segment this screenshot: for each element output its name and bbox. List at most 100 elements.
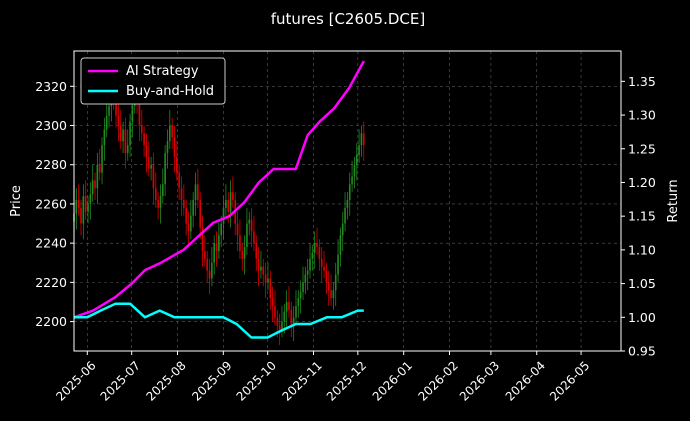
candle-body	[227, 200, 230, 212]
candle-body	[334, 274, 337, 291]
candle-body	[271, 298, 274, 306]
candle-body	[192, 200, 194, 216]
candle-body	[339, 235, 342, 255]
candle-body	[180, 188, 183, 201]
legend: AI Strategy Buy-and-Hold	[80, 57, 226, 105]
legend-label-ai-strategy: AI Strategy	[126, 64, 199, 79]
y-right-tick-label: 1.15	[628, 209, 656, 224]
candle-body	[304, 274, 307, 283]
candle-body	[353, 164, 356, 177]
legend-box	[80, 57, 226, 105]
candle-body	[276, 317, 279, 326]
y-axis-left-label: Price	[9, 185, 24, 217]
candle-body	[108, 105, 110, 116]
series-lines	[73, 60, 365, 339]
candle-body	[77, 200, 80, 208]
candle-body	[176, 156, 178, 173]
candle-body	[129, 121, 131, 146]
candle-body	[98, 164, 101, 173]
candle-body	[274, 305, 276, 318]
candle-body	[168, 125, 171, 142]
candle-body	[241, 251, 244, 259]
candle-body	[208, 270, 211, 279]
candle-body	[330, 290, 332, 299]
candle-body	[332, 290, 335, 299]
candle-body	[288, 301, 290, 310]
candle-body	[197, 184, 199, 201]
candle-body	[344, 207, 346, 224]
candle-body	[101, 145, 103, 173]
y-right-tick-label: 1.25	[628, 141, 656, 156]
candle-body	[105, 115, 108, 130]
candle-body	[87, 203, 89, 212]
y-left-tick-label: 2200	[35, 314, 67, 329]
candle-body	[253, 231, 255, 244]
y-right-tick-label: 1.00	[628, 310, 656, 325]
candle-body	[302, 282, 304, 293]
candle-body	[152, 164, 155, 189]
candle-body	[154, 188, 157, 201]
candle-body	[206, 258, 209, 271]
candle-body	[157, 200, 159, 208]
candle-body	[278, 325, 281, 330]
chart-title: futures [C2605.DCE]	[271, 10, 425, 28]
candle-body	[360, 133, 363, 146]
y-axis-left: 2200 2220 2240 2260 2280 2300 2320	[35, 79, 74, 329]
candle-body	[143, 133, 145, 146]
candle-body	[225, 200, 227, 208]
candle-body	[325, 270, 328, 283]
candle-body	[103, 129, 106, 146]
y-right-tick-label: 1.05	[628, 276, 656, 291]
candle-body	[161, 184, 164, 197]
candle-body	[264, 274, 267, 283]
candle-body	[355, 154, 358, 165]
candle-body	[215, 243, 218, 251]
candle-body	[194, 184, 197, 201]
candle-body	[309, 258, 311, 271]
candle-body	[290, 309, 293, 326]
candle-body	[80, 207, 82, 224]
candle-body	[140, 125, 143, 134]
candle-body	[327, 282, 330, 291]
y-right-tick-label: 1.30	[628, 108, 656, 123]
candle-body	[283, 311, 286, 322]
candle-body	[204, 251, 206, 259]
candle-body	[213, 243, 216, 263]
candle-body	[190, 215, 192, 232]
y-left-tick-label: 2300	[35, 118, 67, 133]
candle-body	[178, 172, 180, 189]
candle-body	[211, 262, 213, 279]
candle-body	[124, 129, 127, 153]
candle-body	[232, 192, 234, 201]
candle-body	[362, 133, 365, 146]
candle-body	[243, 247, 246, 259]
candle-body	[311, 252, 314, 259]
candle-body	[89, 194, 92, 204]
candle-body	[229, 192, 232, 212]
candle-body	[260, 266, 262, 271]
candle-body	[117, 115, 120, 126]
candle-body	[295, 305, 297, 318]
candle-body	[341, 223, 344, 236]
y-right-tick-label: 1.20	[628, 175, 656, 190]
candle-body	[187, 223, 190, 232]
candle-body	[246, 223, 248, 248]
y-left-tick-label: 2260	[35, 196, 67, 211]
y-left-tick-label: 2280	[35, 157, 67, 172]
candle-body	[171, 125, 173, 138]
candle-body	[96, 164, 99, 189]
candle-body	[91, 180, 94, 195]
candle-body	[131, 105, 134, 122]
candle-body	[84, 196, 87, 212]
candle-body	[299, 292, 302, 299]
plot-frame	[73, 50, 622, 352]
candle-body	[316, 243, 318, 248]
candle-body	[306, 270, 309, 275]
candle-body	[183, 200, 185, 208]
candle-body	[126, 145, 129, 153]
candle-body	[82, 196, 85, 224]
series-line-buy-and-hold	[74, 302, 364, 339]
y-axis-right-label: Return	[666, 179, 681, 222]
candle-body	[248, 219, 251, 224]
candle-body	[257, 258, 260, 271]
